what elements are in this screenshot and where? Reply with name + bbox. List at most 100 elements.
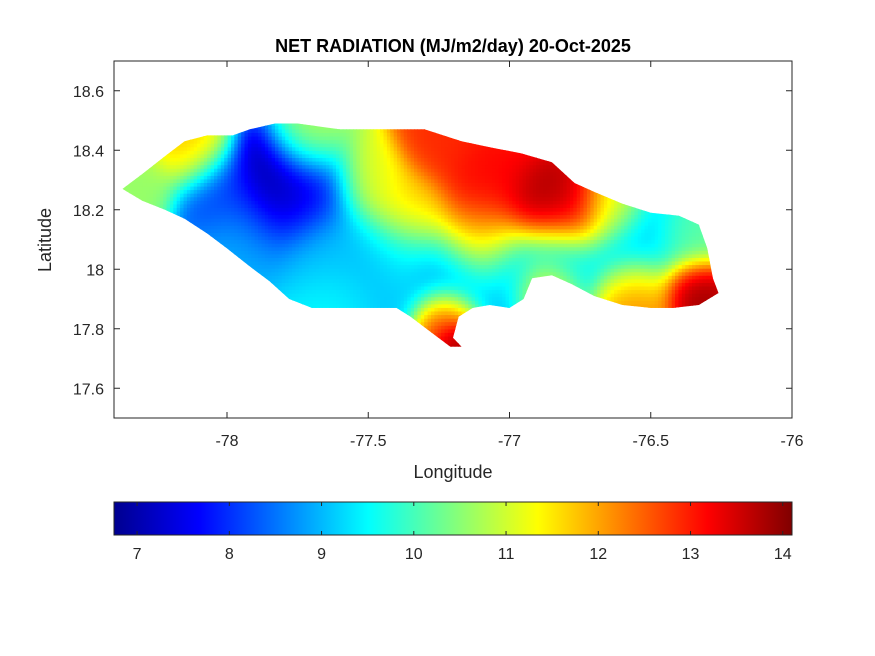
- heatmap-cell: [420, 253, 425, 258]
- heatmap-cell: [132, 278, 137, 283]
- heatmap-cell: [369, 335, 374, 341]
- heatmap-cell: [468, 264, 473, 269]
- heatmap-cell: [129, 335, 134, 341]
- heatmap-cell: [597, 339, 602, 344]
- heatmap-cell: [159, 289, 164, 294]
- heatmap-cell: [637, 343, 642, 347]
- heatmap-cell: [431, 303, 435, 308]
- heatmap-cell: [169, 303, 174, 308]
- heatmap-cell: [634, 343, 639, 347]
- heatmap-cell: [180, 271, 185, 276]
- heatmap-cell: [549, 300, 554, 305]
- heatmap-cell: [353, 260, 357, 266]
- heatmap-cell: [631, 289, 635, 294]
- heatmap-cell: [231, 303, 235, 308]
- heatmap-cell: [288, 282, 293, 287]
- heatmap-cell: [716, 347, 720, 351]
- heatmap-cell: [624, 307, 629, 312]
- heatmap-cell: [414, 260, 418, 266]
- heatmap-cell: [678, 260, 683, 266]
- heatmap-cell: [139, 271, 144, 276]
- heatmap-cell: [288, 260, 293, 266]
- heatmap-cell: [688, 332, 693, 337]
- heatmap-cell: [464, 318, 469, 323]
- heatmap-cell: [376, 325, 381, 330]
- heatmap-cell: [200, 339, 205, 344]
- heatmap-cell: [424, 310, 429, 316]
- heatmap-cell: [332, 335, 337, 341]
- heatmap-cell: [356, 253, 361, 258]
- heatmap-cell: [559, 339, 564, 344]
- heatmap-cell: [627, 293, 632, 298]
- heatmap-cell: [593, 300, 598, 305]
- heatmap-cell: [471, 282, 476, 287]
- heatmap-cell: [661, 325, 666, 330]
- heatmap-cell: [614, 282, 618, 287]
- heatmap-cell: [634, 264, 639, 269]
- heatmap-cell: [654, 335, 659, 341]
- heatmap-cell: [708, 339, 713, 344]
- heatmap-cell: [610, 307, 615, 312]
- heatmap-cell: [369, 339, 374, 344]
- heatmap-cell: [312, 275, 317, 280]
- heatmap-cell: [671, 250, 676, 255]
- heatmap-cell: [271, 264, 276, 269]
- heatmap-cell: [624, 264, 629, 269]
- heatmap-cell: [261, 325, 266, 330]
- heatmap-cell: [464, 250, 469, 255]
- heatmap-cell: [366, 250, 371, 255]
- heatmap-cell: [146, 257, 151, 262]
- heatmap-cell: [129, 282, 134, 287]
- heatmap-cell: [668, 310, 673, 316]
- heatmap-cell: [688, 343, 693, 347]
- heatmap-cell: [645, 347, 649, 351]
- heatmap-cell: [349, 318, 354, 323]
- heatmap-cell: [498, 264, 503, 269]
- heatmap-cell: [234, 325, 239, 330]
- heatmap-cell: [681, 257, 686, 262]
- heatmap-cell: [671, 289, 676, 294]
- heatmap-cell: [292, 250, 296, 255]
- heatmap-cell: [285, 303, 290, 308]
- heatmap-cell: [708, 257, 713, 262]
- heatmap-cell: [264, 314, 269, 319]
- heatmap-cell: [173, 275, 178, 280]
- heatmap-cell: [237, 332, 242, 337]
- heatmap-cell: [695, 300, 700, 305]
- heatmap-cell: [532, 275, 537, 280]
- heatmap-cell: [648, 347, 652, 351]
- heatmap-cell: [441, 275, 446, 280]
- heatmap-cell: [627, 314, 632, 319]
- heatmap-cell: [712, 300, 717, 305]
- heatmap-cell: [702, 314, 707, 319]
- heatmap-cell: [461, 321, 466, 326]
- heatmap-cell: [600, 282, 605, 287]
- heatmap-cell: [251, 314, 256, 319]
- heatmap-cell: [292, 328, 296, 333]
- heatmap-cell: [502, 321, 507, 326]
- heatmap-cell: [624, 296, 629, 301]
- heatmap-cell: [437, 293, 442, 298]
- heatmap-cell: [173, 343, 178, 347]
- heatmap-cell: [664, 318, 669, 323]
- heatmap-cell: [658, 347, 662, 351]
- heatmap-cell: [339, 325, 344, 330]
- heatmap-cell: [410, 307, 415, 312]
- heatmap-cell: [536, 253, 541, 258]
- heatmap-cell: [634, 250, 639, 255]
- heatmap-cell: [169, 250, 174, 255]
- heatmap-cell: [146, 285, 151, 291]
- heatmap-cell: [492, 321, 496, 326]
- heatmap-cell: [254, 264, 259, 269]
- heatmap-cell: [390, 278, 395, 283]
- heatmap-cell: [495, 310, 500, 316]
- heatmap-cell: [359, 300, 364, 305]
- heatmap-cell: [485, 271, 490, 276]
- heatmap-cell: [200, 293, 205, 298]
- heatmap-cell: [312, 260, 317, 266]
- heatmap-cell: [285, 275, 290, 280]
- heatmap-cell: [298, 328, 303, 333]
- heatmap-cell: [664, 303, 669, 308]
- heatmap-cell: [139, 328, 144, 333]
- heatmap-cell: [424, 307, 429, 312]
